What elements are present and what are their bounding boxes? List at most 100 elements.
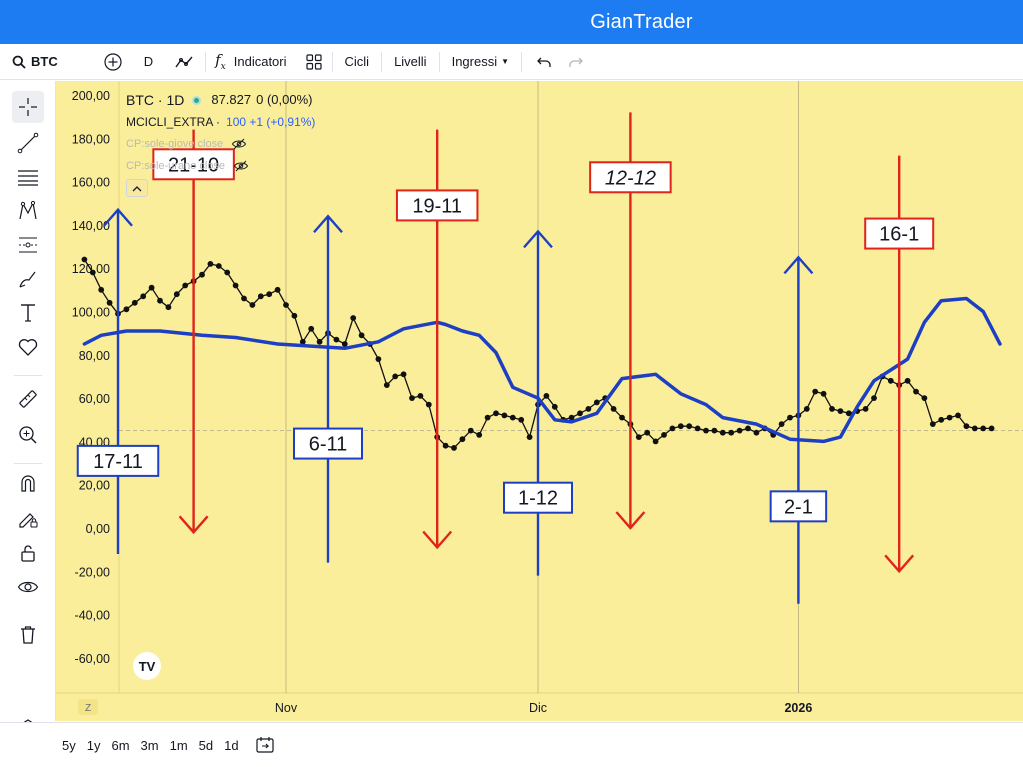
legend-collapse-button[interactable] [126, 179, 148, 197]
zoom-tool[interactable] [12, 419, 44, 451]
price-marker [308, 325, 315, 332]
toolbar-divider [521, 51, 523, 72]
livelli-button[interactable]: Livelli [382, 44, 439, 79]
cycle-marker[interactable]: 16-1 [864, 155, 935, 574]
price-marker [140, 293, 147, 300]
cycle-arrow-head [422, 530, 453, 550]
price-marker [711, 427, 718, 434]
compare-symbol-button[interactable] [94, 44, 132, 79]
cycle-label: 21-10 [168, 154, 219, 176]
symbol-search-button[interactable]: BTC [0, 44, 94, 79]
chart-type-button[interactable] [165, 44, 205, 79]
crosshair-tool[interactable] [12, 91, 44, 123]
trend-line-icon [17, 132, 39, 154]
grid-layout-icon [305, 53, 322, 70]
lock-drawing-tool[interactable] [12, 503, 44, 535]
timezone-button[interactable]: Z [78, 699, 98, 715]
price-marker [493, 410, 499, 417]
indicators-label: Indicatori [233, 54, 287, 69]
function-icon: fx [215, 51, 226, 72]
layouts-button[interactable] [296, 44, 332, 79]
cicli-button[interactable]: Cicli [333, 44, 382, 79]
crosshair-icon [19, 98, 37, 116]
price-marker [862, 406, 869, 412]
legend-indicator-row[interactable]: CP:sole-giove close [126, 133, 315, 155]
lock-all-tool[interactable] [12, 537, 44, 569]
price-marker [585, 406, 592, 412]
price-marker [291, 312, 298, 319]
price-marker [316, 338, 323, 345]
price-marker [409, 395, 415, 401]
y-tick-label: 80,00 [79, 349, 110, 363]
range-5y-button[interactable]: 5y [62, 737, 76, 753]
measure-tool[interactable] [12, 383, 44, 415]
cycle-marker[interactable]: 21-10 [152, 129, 235, 535]
svg-text:TV: TV [139, 659, 156, 674]
range-3m-button[interactable]: 3m [140, 737, 159, 753]
text-tool[interactable] [12, 297, 44, 329]
favorites-tool[interactable] [12, 331, 44, 363]
brush-tool[interactable] [12, 263, 44, 295]
range-1y-button[interactable]: 1y [86, 737, 101, 753]
remove-drawings-tool[interactable] [12, 619, 44, 651]
indicator-value: 100 +1 (+0,91%) [226, 115, 316, 129]
cycle-marker[interactable]: 1-12 [503, 229, 573, 576]
ingressi-dropdown[interactable]: Ingressi ▼ [440, 44, 521, 79]
price-marker [955, 412, 961, 419]
price-marker [635, 434, 642, 440]
price-marker [803, 406, 810, 412]
cycle-marker[interactable]: 19-11 [395, 129, 479, 550]
price-marker [593, 399, 600, 406]
go-to-date-icon[interactable] [254, 735, 276, 755]
cycle-label-box [395, 189, 479, 222]
price-marker [274, 286, 281, 293]
series-layer [81, 256, 1002, 451]
cycle-marker[interactable]: 2-1 [769, 255, 828, 604]
price-marker [551, 403, 558, 410]
chart-type-icon [175, 56, 193, 67]
toolbar-divider [205, 51, 207, 72]
price-marker [526, 434, 533, 440]
range-6m-button[interactable]: 6m [111, 737, 130, 753]
forecast-tool[interactable] [12, 229, 44, 261]
chevron-up-icon [132, 185, 142, 191]
y-tick-label: 20,00 [79, 479, 110, 493]
legend-symbol[interactable]: BTC · 1D [126, 92, 185, 108]
hide-drawings-tool[interactable] [12, 571, 44, 603]
redo-button[interactable] [560, 44, 592, 79]
price-marker [131, 299, 138, 306]
cycle-marker[interactable]: 6-11 [293, 214, 363, 563]
cycle-arrow-head [783, 255, 814, 275]
price-chart[interactable]: 200,00180,00160,00140,00120,00100,0080,0… [56, 81, 1023, 721]
fib-tool[interactable] [12, 161, 44, 193]
price-marker [459, 436, 466, 443]
cycle-marker[interactable]: 17-11 [76, 207, 160, 554]
range-1d-button[interactable]: 1d [224, 737, 239, 753]
price-marker [694, 425, 701, 432]
range-1m-button[interactable]: 1m [169, 737, 188, 753]
magnet-tool[interactable] [12, 467, 44, 499]
price-marker [652, 438, 659, 445]
pattern-tool[interactable] [12, 195, 44, 227]
undo-button[interactable] [522, 44, 560, 79]
eye-off-icon[interactable] [231, 138, 247, 150]
legend-indicator-row[interactable]: MCICLI_EXTRA · 100 +1 (+0,91%) [126, 111, 315, 133]
price-marker [610, 406, 617, 412]
interval-button[interactable]: D [132, 44, 165, 79]
indicators-button[interactable]: fx Indicatori [206, 44, 295, 79]
legend-indicator-row[interactable]: CP:sole-urano close [126, 155, 315, 177]
top-toolbar: BTC D fx Indicatori [0, 44, 1023, 80]
price-marker [148, 284, 155, 291]
cycle-marker[interactable]: 12-12 [589, 112, 672, 530]
range-5d-button[interactable]: 5d [198, 737, 214, 753]
cycle-label-box [76, 444, 160, 477]
price-marker [820, 390, 827, 397]
trend-line-tool[interactable] [12, 127, 44, 159]
eye-off-icon[interactable] [233, 160, 249, 172]
cycle-markers-layer[interactable]: 21-10 17-11 6-11 19-11 1-12 12-12 2-1 16-1 [76, 112, 935, 604]
price-marker [392, 373, 399, 380]
indicator-name: CP:sole-giove close [126, 138, 224, 150]
chart-area[interactable]: 200,00 180,00 160,00 140,00 120,00 100,00 80,0… [56, 81, 1023, 721]
market-status-dot [192, 95, 202, 105]
